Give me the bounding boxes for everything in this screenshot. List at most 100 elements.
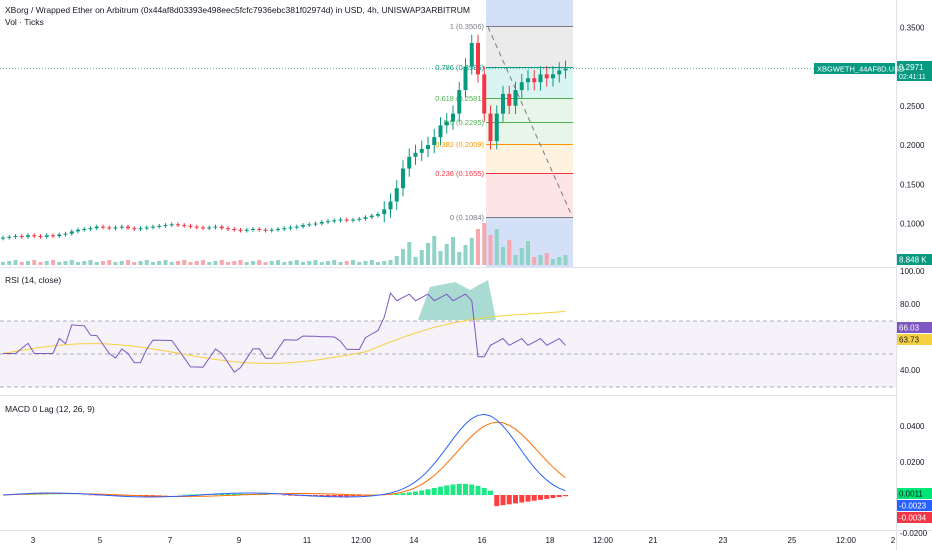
fib-label: 0.786 (0.2985) xyxy=(435,63,484,72)
volume-bar xyxy=(82,261,87,265)
volume-bar xyxy=(519,248,524,265)
candle-body xyxy=(488,113,493,142)
macd-tick: 0.0200 xyxy=(900,458,925,467)
volume-bar xyxy=(307,261,312,265)
candle-body xyxy=(513,90,518,106)
volume-bar xyxy=(407,242,412,265)
volume-bar xyxy=(469,238,474,265)
fib-top-zone xyxy=(486,0,573,26)
volume-bar xyxy=(426,243,430,265)
candles xyxy=(1,34,568,241)
axes: 0.35000.30000.25000.20000.15000.1000100.… xyxy=(31,23,928,545)
volume-bar xyxy=(363,261,368,265)
macd-histogram-bar xyxy=(194,494,200,495)
volume-bar xyxy=(526,241,530,265)
candle-body xyxy=(369,215,374,218)
time-tick: 9 xyxy=(237,536,242,545)
candle-body xyxy=(432,137,437,145)
candle-body xyxy=(451,113,455,122)
macd-signal-line xyxy=(2,421,566,497)
candle-body xyxy=(32,235,37,237)
volume-bar xyxy=(463,245,468,265)
volume-bar xyxy=(157,261,162,265)
fib-zone xyxy=(486,173,573,217)
candle-body xyxy=(188,225,193,227)
candle-body xyxy=(413,152,418,157)
candle-body xyxy=(238,229,243,231)
candle-body xyxy=(319,221,324,224)
volume-bar xyxy=(88,260,93,265)
volume-bar xyxy=(238,260,243,265)
symbol-badge-text: XBGWETH_44AF8D.USD xyxy=(817,65,905,74)
volume-bar xyxy=(126,260,130,265)
price-tick: 0.2000 xyxy=(900,141,925,150)
rsi-tick: 80.00 xyxy=(900,300,921,309)
volume-bar xyxy=(351,260,355,265)
volume-bar xyxy=(401,249,405,265)
candle-body xyxy=(201,227,205,229)
candle-body xyxy=(132,228,137,230)
candle-body xyxy=(401,168,405,189)
time-tick: 23 xyxy=(719,536,728,545)
macd-pane xyxy=(2,413,568,507)
candle-body xyxy=(94,226,99,229)
price-badge-text: 0.2971 xyxy=(899,63,924,72)
volume-bar xyxy=(419,250,424,265)
macd-histogram-bar xyxy=(188,494,193,495)
candle-body xyxy=(469,42,474,67)
candle-body xyxy=(426,145,430,149)
candle-body xyxy=(138,228,143,230)
time-tick: 14 xyxy=(410,536,419,545)
symbol-badge xyxy=(814,63,895,74)
candle-body xyxy=(1,237,5,239)
volume-bar xyxy=(326,261,330,265)
volume-bar xyxy=(19,262,24,265)
time-tick: 16 xyxy=(478,536,487,545)
volume-label: Vol · Ticks xyxy=(5,17,44,27)
rsi-title: RSI (14, close) xyxy=(5,275,61,285)
volume-bar xyxy=(226,262,230,265)
time-tick: 3 xyxy=(31,536,36,545)
candle-body xyxy=(494,113,499,142)
macd-histogram-bar xyxy=(519,495,525,503)
macd-histogram-bar xyxy=(450,484,456,495)
volume-bar xyxy=(207,262,212,265)
candle-body xyxy=(326,221,330,223)
volume-bar xyxy=(201,260,205,265)
volume-bar xyxy=(26,261,30,265)
volume-bar xyxy=(382,261,387,265)
volume-bar xyxy=(482,223,487,265)
macd-histogram-bar xyxy=(400,493,406,495)
volume-bar xyxy=(494,229,499,265)
macd-histogram-bar xyxy=(438,486,443,495)
candle-body xyxy=(151,226,155,228)
volume-bar xyxy=(38,262,43,265)
volume-bar xyxy=(251,261,255,265)
macd-histogram-bar xyxy=(338,495,343,497)
candle-body xyxy=(107,227,112,229)
candle-body xyxy=(44,235,49,237)
candle-body xyxy=(219,226,224,229)
candle-body xyxy=(288,227,293,229)
time-tick: 2 xyxy=(891,536,896,545)
candle-body xyxy=(144,227,149,229)
candle-body xyxy=(444,121,449,126)
macd-histogram-bar xyxy=(506,495,512,505)
volume-bar xyxy=(169,262,174,265)
candle-body xyxy=(226,228,230,230)
macd-histogram-bar xyxy=(325,495,331,497)
volume-bar xyxy=(263,262,268,265)
rsi-overbought-fill xyxy=(418,280,496,320)
candle-body xyxy=(557,70,562,75)
price-tick: 0.1500 xyxy=(900,180,925,189)
candle-body xyxy=(519,82,524,91)
volume-bar xyxy=(557,257,562,265)
macd-histogram-bar xyxy=(231,493,237,495)
price-tick: 0.3500 xyxy=(900,23,925,32)
macd-histogram-bar xyxy=(481,487,487,495)
candle-body xyxy=(501,93,505,114)
candle-body xyxy=(269,229,274,231)
rsi-ma-line xyxy=(2,310,566,364)
volume-bar xyxy=(151,262,155,265)
